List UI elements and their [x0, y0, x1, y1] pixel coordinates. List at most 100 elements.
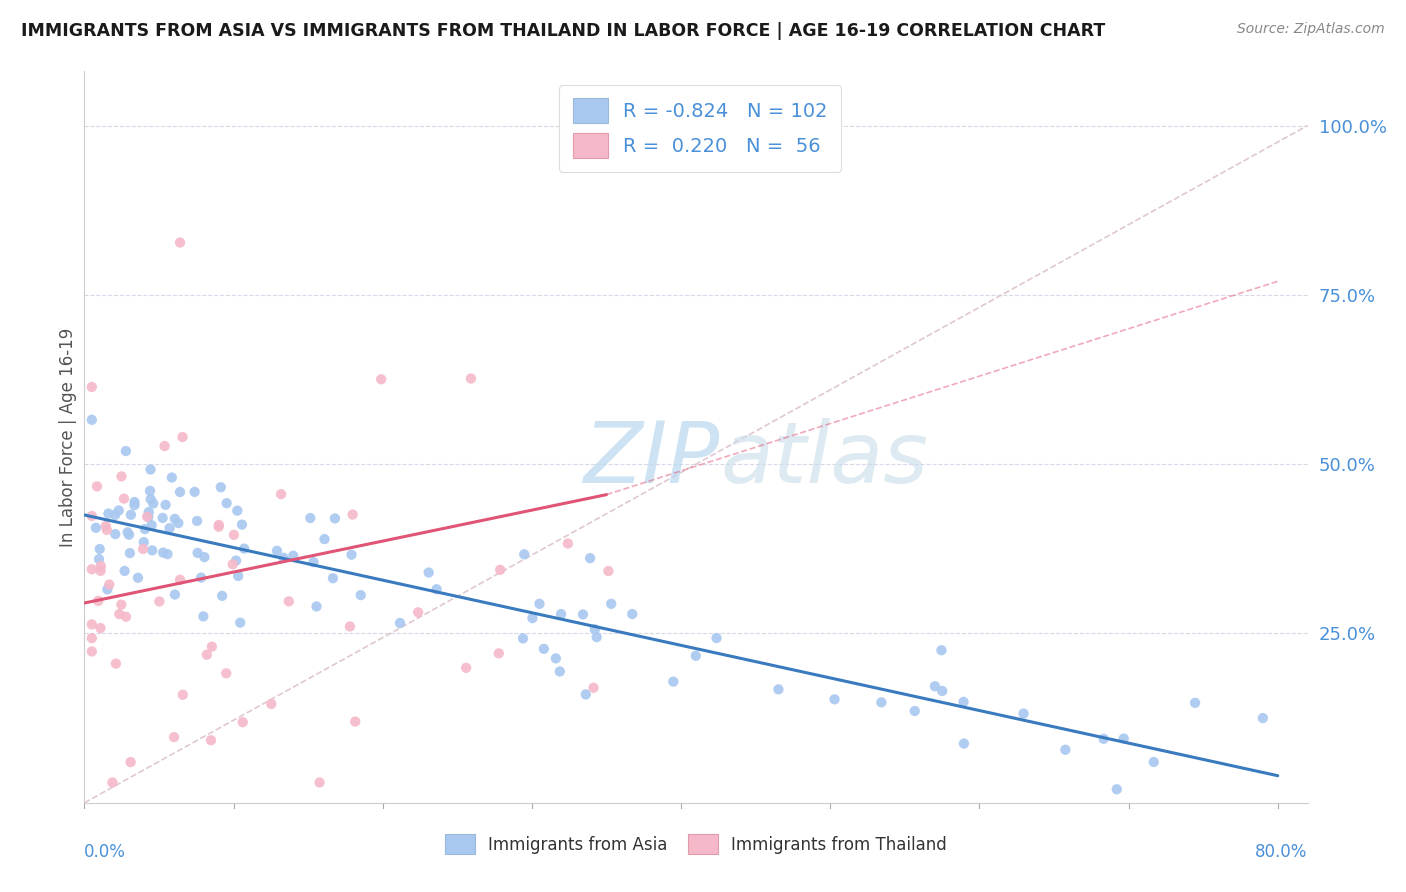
Point [232, 715, 254, 730]
Point [598, 564, 620, 578]
Text: Source: ZipAtlas.com: Source: ZipAtlas.com [1237, 22, 1385, 37]
Text: IMMIGRANTS FROM ASIA VS IMMIGRANTS FROM THAILAND IN LABOR FORCE | AGE 16-19 CORR: IMMIGRANTS FROM ASIA VS IMMIGRANTS FROM … [21, 22, 1105, 40]
Point [169, 573, 191, 587]
Point [222, 558, 245, 572]
Point [141, 518, 163, 533]
Point [322, 571, 344, 585]
Point [108, 607, 131, 621]
Point [193, 550, 215, 565]
Point [388, 615, 411, 630]
Point [685, 648, 707, 663]
Point [104, 508, 127, 522]
Point [460, 371, 482, 385]
Point [585, 630, 607, 644]
Point [1112, 731, 1135, 746]
Point [548, 665, 571, 679]
Point [231, 517, 253, 532]
Point [302, 555, 325, 569]
Point [489, 563, 512, 577]
Point [314, 532, 336, 546]
Point [824, 692, 846, 706]
Point [1143, 755, 1166, 769]
Point [305, 599, 328, 614]
Point [1092, 731, 1115, 746]
Point [112, 491, 135, 506]
Point [169, 235, 191, 250]
Point [344, 714, 367, 729]
Point [90, 564, 112, 578]
Point [215, 496, 238, 510]
Text: ZIP: ZIP [583, 417, 720, 500]
Point [163, 512, 186, 526]
Point [169, 485, 191, 500]
Point [152, 511, 174, 525]
Text: 0.0%: 0.0% [84, 843, 127, 861]
Point [1012, 706, 1035, 721]
Point [270, 487, 292, 501]
Point [115, 444, 138, 458]
Point [136, 510, 159, 524]
Point [952, 695, 974, 709]
Point [1054, 743, 1077, 757]
Point [225, 553, 247, 567]
Point [134, 522, 156, 536]
Point [299, 511, 322, 525]
Point [226, 503, 249, 517]
Point [141, 543, 163, 558]
Point [117, 525, 139, 540]
Point [139, 492, 162, 507]
Point [84, 521, 107, 535]
Point [124, 495, 146, 509]
Point [104, 527, 127, 541]
Point [136, 509, 159, 524]
Point [80, 631, 103, 645]
Point [80, 413, 103, 427]
Point [426, 582, 449, 597]
Point [120, 508, 142, 522]
Point [114, 564, 136, 578]
Point [139, 462, 162, 476]
Point [208, 517, 231, 532]
Point [211, 589, 233, 603]
Point [209, 480, 232, 494]
Point [339, 619, 361, 633]
Point [167, 516, 190, 530]
Point [190, 571, 212, 585]
Point [544, 651, 567, 665]
Point [110, 469, 132, 483]
Point [342, 508, 364, 522]
Point [193, 609, 215, 624]
Point [550, 607, 572, 621]
Point [142, 496, 165, 510]
Point [94, 519, 117, 533]
Point [575, 688, 598, 702]
Point [89, 541, 111, 556]
Point [87, 594, 110, 608]
Point [600, 597, 623, 611]
Text: atlas: atlas [720, 417, 928, 500]
Point [183, 484, 205, 499]
Point [89, 621, 111, 635]
Point [115, 609, 138, 624]
Point [370, 372, 392, 386]
Point [132, 535, 155, 549]
Point [229, 615, 252, 630]
Point [277, 594, 299, 608]
Point [621, 607, 644, 621]
Point [118, 528, 141, 542]
Point [308, 775, 330, 789]
Point [488, 646, 510, 660]
Point [118, 546, 141, 560]
Point [513, 547, 536, 561]
Point [98, 577, 121, 591]
Point [163, 588, 186, 602]
Point [522, 611, 544, 625]
Point [156, 547, 179, 561]
Legend: Immigrants from Asia, Immigrants from Thailand: Immigrants from Asia, Immigrants from Th… [439, 828, 953, 860]
Point [86, 479, 108, 493]
Point [226, 569, 249, 583]
Point [533, 641, 555, 656]
Point [931, 643, 953, 657]
Point [96, 523, 118, 537]
Point [153, 439, 176, 453]
